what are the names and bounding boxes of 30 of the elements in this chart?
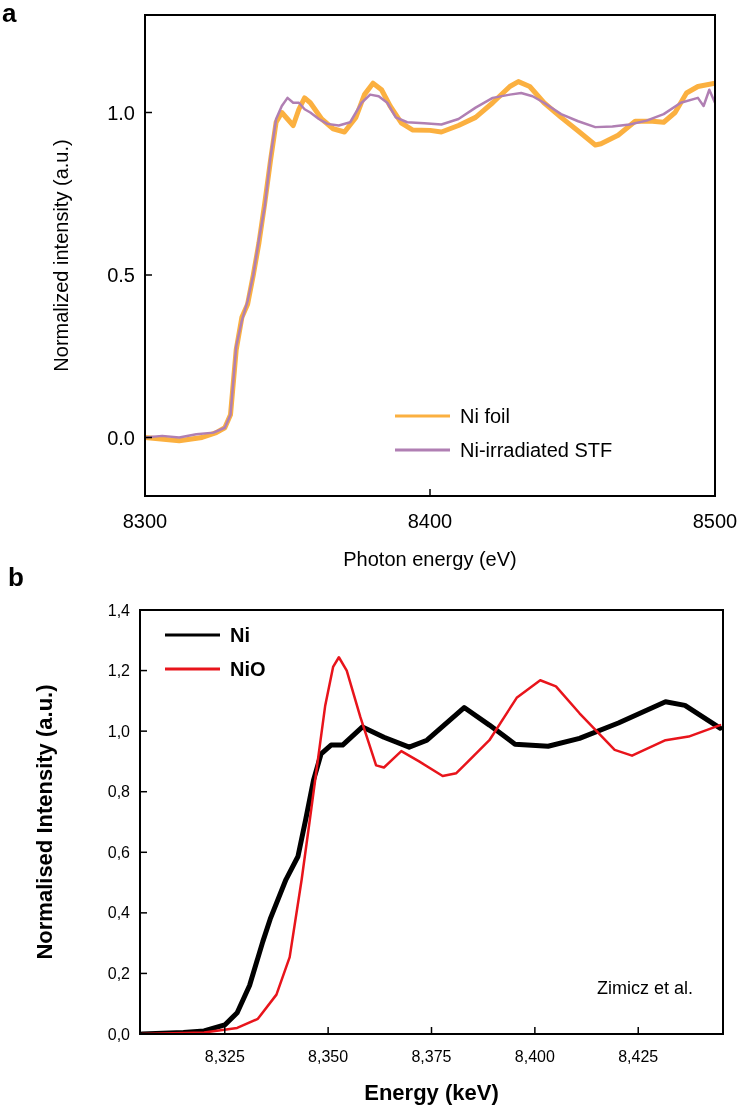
y-tick-label: 0.5: [107, 264, 135, 286]
chart-title: b: [8, 562, 24, 592]
chart-title: a: [2, 0, 17, 28]
legend-label: Ni foil: [460, 405, 511, 427]
y-tick-label: 1,4: [107, 601, 131, 619]
y-tick-label: 1,2: [107, 662, 131, 680]
y-tick-label: 0,2: [107, 965, 131, 983]
x-tick-label: 8400: [407, 510, 453, 532]
y-tick-label: 0,4: [107, 904, 131, 922]
y-tick-label: 0,8: [107, 783, 131, 801]
legend-label: NiO: [230, 658, 266, 680]
x-tick-label: 8500: [692, 510, 738, 532]
x-tick-label: 8,375: [411, 1048, 452, 1065]
x-tick-label: 8,400: [514, 1048, 555, 1065]
y-axis-title: Normalised Intensity (a.u.): [32, 684, 57, 960]
annotation: Zimicz et al.: [596, 978, 693, 998]
y-tick-label: 1.0: [107, 101, 135, 124]
x-tick-label: 8,325: [204, 1048, 245, 1065]
y-tick-label: 1,0: [107, 722, 131, 740]
x-axis-title: Photon energy (eV): [343, 548, 517, 570]
y-axis-title: Normalized intensity (a.u.): [50, 139, 72, 372]
x-tick-label: 8300: [122, 510, 168, 532]
x-tick-label: 8,425: [618, 1048, 659, 1065]
y-tick-label: 0.0: [107, 426, 135, 449]
x-tick-label: 8,350: [308, 1048, 349, 1065]
y-tick-label: 0,0: [107, 1025, 131, 1043]
y-tick-label: 0,6: [107, 843, 131, 861]
legend-label: Ni: [230, 624, 250, 646]
legend-label: Ni-irradiated STF: [460, 439, 613, 461]
x-axis-title: Energy (keV): [364, 1080, 499, 1105]
